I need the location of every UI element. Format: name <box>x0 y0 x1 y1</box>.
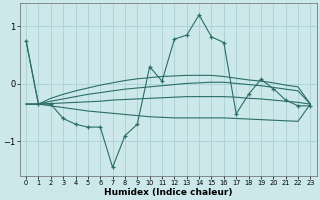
X-axis label: Humidex (Indice chaleur): Humidex (Indice chaleur) <box>104 188 232 197</box>
